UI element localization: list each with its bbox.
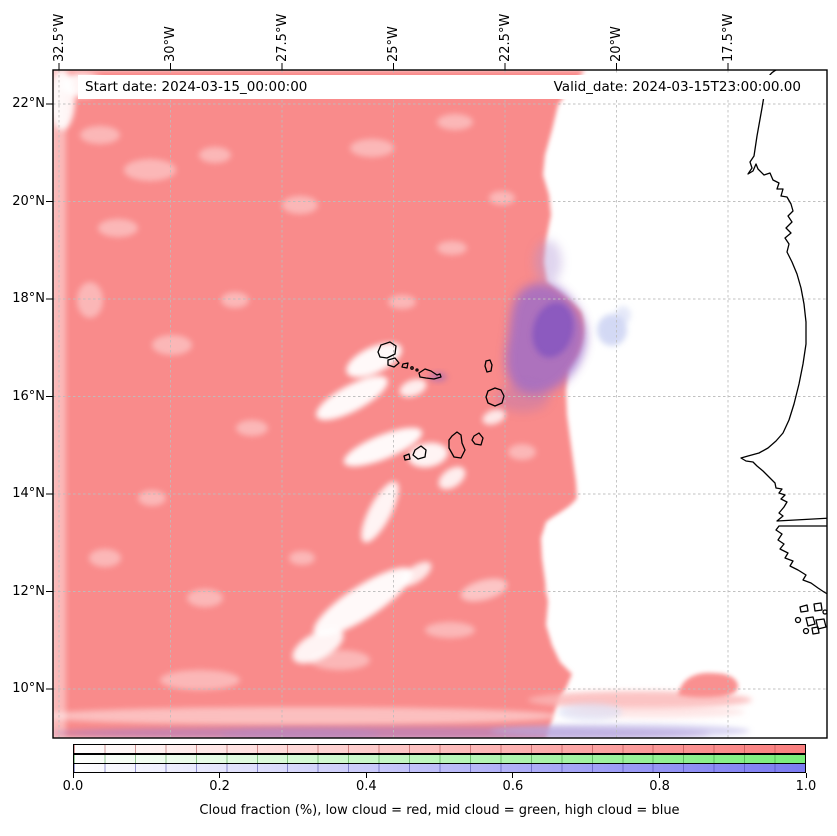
africa-coastline <box>740 70 827 635</box>
colorbar-tick-label: 0.8 <box>649 779 670 794</box>
gridlines <box>53 70 827 738</box>
colorbar-low-cloud-red <box>73 744 806 754</box>
colorbar-tick <box>72 773 74 778</box>
y-tick-label: 18°N <box>12 291 45 306</box>
y-tick-label: 20°N <box>12 193 45 209</box>
x-tick-label: 20°W <box>609 26 624 62</box>
cape-verde-islands-coastline <box>377 341 505 461</box>
high-cloud-field <box>53 240 750 738</box>
axis-tick-marks <box>46 63 729 690</box>
date-banner: Start date: 2024-03-15_00:00:00 Valid_da… <box>78 75 806 99</box>
x-tick-label: 30°W <box>163 26 178 62</box>
low-cloud-field <box>53 70 752 738</box>
plot-border <box>52 69 828 739</box>
colorbar-tick-label: 0.0 <box>62 779 84 794</box>
colorbar-tick <box>805 773 807 778</box>
colorbar-tick <box>219 773 220 778</box>
colorbar-mid-cloud-green <box>73 753 806 764</box>
colorbar-tick <box>659 773 661 778</box>
colorbar-tick <box>512 773 514 778</box>
x-tick-label: 17.5°W <box>720 13 736 62</box>
y-tick-label: 12°N <box>12 583 45 599</box>
colorbar-caption: Cloud fraction (%), low cloud = red, mid… <box>199 803 680 818</box>
colorbar-high-cloud-blue <box>73 763 806 773</box>
y-tick-label: 14°N <box>12 486 45 501</box>
colorbar-tick-label: 0.6 <box>502 779 524 794</box>
x-tick-label: 32.5°W <box>51 13 67 62</box>
valid-date-label: Valid_date: 2024-03-15T23:00:00.00 <box>553 79 801 95</box>
x-tick-label: 22.5°W <box>497 13 513 62</box>
colorbar-tick-label: 0.2 <box>209 779 230 794</box>
colorbar-tick-label: 0.4 <box>355 779 377 794</box>
x-tick-label: 27.5°W <box>274 13 290 62</box>
y-tick-label: 22°N <box>12 96 45 111</box>
x-tick-label: 25°W <box>386 26 401 62</box>
colorbar-tick <box>365 773 367 778</box>
colorbar-tick-label: 1.0 <box>795 779 817 794</box>
start-date-label: Start date: 2024-03-15_00:00:00 <box>85 79 308 95</box>
y-tick-label: 10°N <box>12 681 45 696</box>
y-tick-label: 16°N <box>12 388 45 404</box>
